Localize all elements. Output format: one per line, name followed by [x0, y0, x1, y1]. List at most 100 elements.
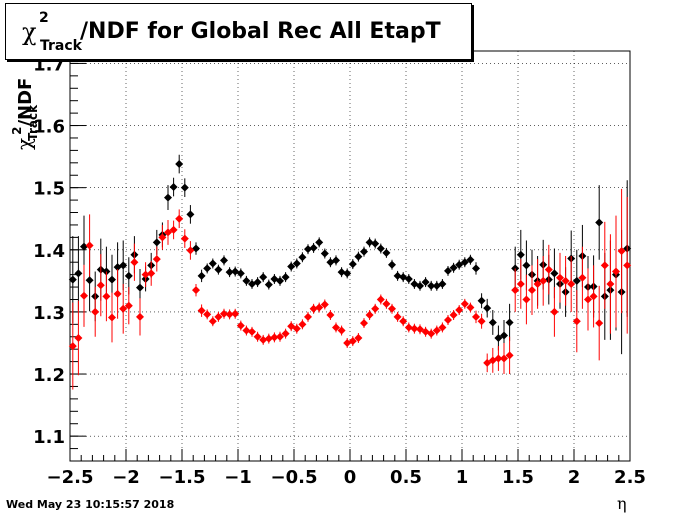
data-point [494, 334, 503, 342]
data-point [68, 342, 77, 351]
data-point [203, 264, 212, 273]
data-point [214, 312, 223, 321]
x-tick-label: 0.5 [390, 467, 422, 488]
data-point [365, 311, 374, 320]
y-tick-label: 1.5 [33, 179, 65, 200]
data-point [365, 238, 374, 247]
data-point [600, 261, 609, 270]
data-point [203, 310, 212, 319]
data-point [208, 317, 217, 326]
axes: −2.5 −2 −1.5 −1 −0.5 0 0.5 1 1.5 2 2.5 1.1 1.2 1.3 1.4… [33, 50, 646, 488]
x-tick-label: 2 [568, 467, 581, 488]
data-point [276, 332, 284, 341]
data-point [85, 241, 94, 250]
data-point [427, 329, 436, 338]
data-point [348, 260, 357, 269]
data-point [360, 319, 368, 328]
data-point [253, 278, 262, 287]
data-point [455, 260, 464, 269]
data-point [152, 238, 161, 247]
data-point [460, 299, 469, 308]
x-tick-label: 1 [456, 467, 469, 488]
data-point [382, 248, 391, 257]
data-point [169, 183, 178, 192]
data-point [136, 283, 144, 292]
data-point [416, 325, 424, 334]
data-point [186, 246, 195, 255]
data-point [511, 286, 520, 295]
data-point [533, 279, 542, 288]
data-point [309, 304, 318, 313]
data-point [164, 193, 172, 202]
data-point [130, 258, 139, 267]
data-point [320, 249, 329, 258]
data-point [119, 304, 128, 313]
data-point [438, 323, 447, 332]
data-point [102, 292, 111, 301]
data-point [264, 334, 273, 343]
data-point [119, 261, 128, 270]
data-point [550, 307, 559, 316]
data-point [147, 269, 156, 278]
data-point [85, 276, 94, 285]
data-point [164, 228, 172, 237]
data-point [298, 320, 307, 329]
data-point [124, 301, 133, 310]
data-point [432, 326, 441, 335]
x-axis-label: η [617, 494, 627, 513]
data-point [309, 243, 318, 252]
data-point [505, 318, 514, 327]
data-point [449, 263, 458, 272]
data-point [539, 276, 548, 285]
x-tick-label: −0.5 [271, 467, 318, 488]
data-point [595, 319, 604, 328]
data-point [74, 269, 83, 278]
data-point [225, 310, 234, 319]
footer-timestamp: Wed May 23 10:15:57 2018 [6, 498, 175, 511]
data-point [404, 323, 413, 332]
data-point [522, 295, 531, 304]
data-point [298, 253, 307, 262]
data-point [108, 275, 116, 284]
x-tick-label: −1.5 [159, 467, 206, 488]
data-point [455, 306, 464, 315]
data-point [466, 255, 475, 264]
x-tick-label: 1.5 [502, 467, 534, 488]
data-point [192, 286, 200, 295]
data-point [214, 265, 223, 274]
data-point [264, 280, 273, 289]
data-point [528, 286, 536, 295]
data-point [556, 273, 564, 282]
data-point [270, 333, 279, 342]
data-point [332, 256, 340, 265]
data-point [472, 312, 480, 321]
data-point [371, 239, 380, 248]
y-tick-label: 1.6 [33, 117, 65, 138]
data-point [236, 269, 245, 278]
data-point [354, 334, 363, 342]
data-point [399, 317, 408, 326]
title-chi-symbol: χ [22, 18, 37, 46]
data-point [292, 259, 301, 268]
data-point [68, 275, 77, 284]
y-axis-label-text: /NDF [15, 77, 36, 127]
data-point [287, 262, 296, 271]
data-point [248, 327, 256, 336]
data-point [220, 309, 228, 318]
data-point [416, 281, 424, 290]
data-point [175, 214, 184, 223]
data-point [421, 278, 430, 287]
x-tick-label: −2.5 [47, 467, 94, 488]
data-point [404, 274, 413, 283]
data-point [388, 260, 396, 269]
data-point [175, 160, 184, 169]
data-point [371, 304, 380, 313]
data-point [488, 318, 497, 327]
data-point [444, 266, 452, 275]
data-point [550, 269, 559, 278]
data-point [438, 279, 447, 288]
data-point [494, 354, 503, 363]
data-point [505, 351, 514, 360]
data-point [617, 247, 626, 256]
